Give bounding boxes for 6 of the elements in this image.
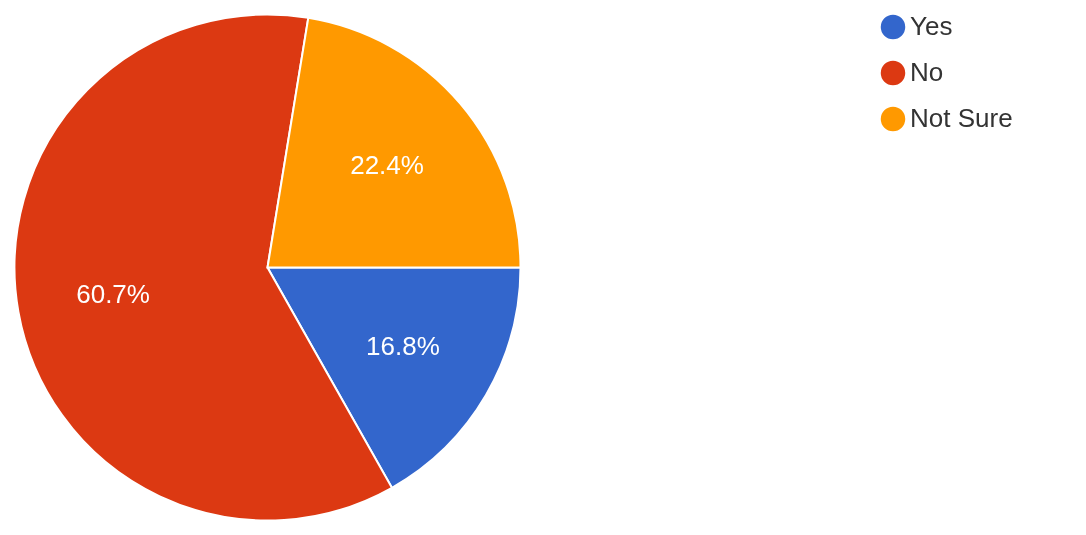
legend-label: No: [910, 57, 944, 87]
data-label: 22.4%: [350, 149, 424, 180]
data-label: 60.7%: [76, 278, 150, 309]
legend-label: Yes: [910, 11, 953, 41]
legend-label: Not Sure: [910, 103, 1013, 133]
data-label: 16.8%: [366, 330, 440, 361]
